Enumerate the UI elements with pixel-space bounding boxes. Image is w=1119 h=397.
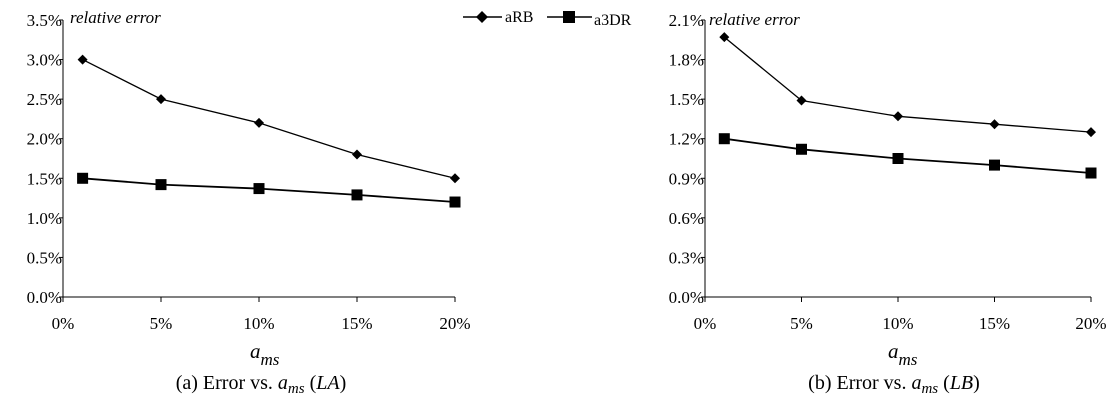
data-point-arb <box>1086 127 1096 138</box>
series-a3dr <box>718 133 1097 179</box>
data-point-a3dr <box>155 179 167 191</box>
y-tick-label: 1.5% <box>669 90 704 109</box>
legend-marker-arb <box>476 11 488 23</box>
y-axis-label: relative error <box>709 10 800 29</box>
caption-close: ) <box>973 372 980 394</box>
caption-prefix: (a) Error vs. <box>176 372 278 394</box>
caption-tag: LA <box>315 372 340 394</box>
y-tick-label: 3.5% <box>27 11 62 30</box>
data-point-a3dr <box>351 189 363 201</box>
y-tick-label: 0.0% <box>27 288 62 307</box>
series-arb <box>77 54 460 184</box>
caption-open: ( <box>938 372 950 394</box>
y-tick-label: 0.5% <box>27 248 62 267</box>
caption-sub: ms <box>921 381 938 397</box>
y-tick-label: 2.0% <box>27 130 62 149</box>
data-point-a3dr <box>253 183 265 195</box>
x-axis-label: ams <box>250 339 280 369</box>
y-tick-label: 0.9% <box>669 169 704 188</box>
caption-tag: LB <box>949 372 973 394</box>
y-tick-label: 1.5% <box>27 169 62 188</box>
y-tick-label: 3.0% <box>27 51 62 70</box>
y-tick-label: 2.5% <box>27 90 62 109</box>
data-point-arb <box>156 94 166 105</box>
series-a3dr <box>77 172 461 208</box>
y-tick-label: 1.8% <box>669 51 704 70</box>
legend-label-arb: aRB <box>505 9 533 26</box>
caption-prefix: (b) Error vs. <box>808 372 911 394</box>
series-arb <box>719 32 1096 138</box>
legend-item-arb: aRB <box>463 9 533 26</box>
data-point-arb <box>254 117 264 128</box>
data-point-arb <box>719 32 730 43</box>
x-tick-label: 20% <box>439 314 470 333</box>
y-tick-labels: 0.0% 0.3% 0.6% 0.9% 1.2% 1.5% 1.8% 2.1% <box>669 11 704 307</box>
x-axis-label-var: a <box>888 339 899 363</box>
y-tick-label: 1.0% <box>27 209 62 228</box>
data-point-a3dr <box>892 153 904 164</box>
chart-caption: (b) Error vs. ams (LB) <box>808 372 980 397</box>
x-axis-label-sub: ms <box>899 350 918 369</box>
data-point-arb <box>893 111 903 122</box>
caption-open: ( <box>305 372 317 394</box>
chart-caption: (a) Error vs. ams (LA) <box>176 372 347 397</box>
x-tick-label: 15% <box>979 314 1010 333</box>
axes <box>701 19 1092 302</box>
chart-panel-b: 0.0% 0.3% 0.6% 0.9% 1.2% 1.5% 1.8% 2.1% 0% 5% 10%… <box>669 10 1107 397</box>
chart-panel-a: 0.0% 0.5% 1.0% 1.5% 2.0% 2.5% 3.0% 3.5% 0% 5% 10%… <box>27 8 471 397</box>
y-tick-label: 1.2% <box>669 130 704 149</box>
x-tick-label: 10% <box>882 314 913 333</box>
series-group <box>77 54 461 208</box>
legend-marker-a3dr <box>563 11 575 23</box>
y-tick-label: 0.6% <box>669 209 704 228</box>
series-line-a3dr <box>82 177 456 203</box>
x-axis-label-sub: ms <box>261 350 280 369</box>
caption-var: a <box>911 372 921 394</box>
y-tick-label: 0.3% <box>669 248 704 267</box>
x-tick-labels: 0% 5% 10% 15% 20% <box>694 314 1107 333</box>
x-axis-label-var: a <box>250 339 261 363</box>
x-axis-label: ams <box>888 339 918 369</box>
y-tick-label: 2.1% <box>669 11 704 30</box>
data-point-a3dr <box>989 159 1000 171</box>
x-tick-label: 0% <box>694 314 717 333</box>
y-tick-labels: 0.0% 0.5% 1.0% 1.5% 2.0% 2.5% 3.0% 3.5% <box>27 11 62 307</box>
caption-sub: ms <box>288 381 305 397</box>
x-tick-label: 5% <box>150 314 173 333</box>
legend-label-a3dr: a3DR <box>594 12 632 29</box>
legend-item-a3dr: a3DR <box>547 11 632 29</box>
x-tick-label: 5% <box>790 314 813 333</box>
x-tick-label: 15% <box>341 314 372 333</box>
x-tick-label: 10% <box>243 314 274 333</box>
legend: aRB a3DR <box>463 9 632 29</box>
x-tick-labels: 0% 5% 10% 15% 20% <box>52 314 471 333</box>
series-line-a3dr <box>724 137 1092 174</box>
series-line-arb <box>723 36 1092 133</box>
data-point-a3dr <box>449 196 461 208</box>
y-axis-label: relative error <box>70 8 161 27</box>
data-point-a3dr <box>77 172 89 184</box>
caption-var: a <box>278 372 288 394</box>
x-tick-label: 20% <box>1075 314 1106 333</box>
series-line-arb <box>82 59 456 179</box>
data-point-a3dr <box>796 143 807 155</box>
caption-close: ) <box>340 372 347 394</box>
series-group <box>718 32 1097 179</box>
data-point-a3dr <box>718 133 730 145</box>
y-tick-label: 0.0% <box>669 288 704 307</box>
x-tick-label: 0% <box>52 314 75 333</box>
data-point-arb <box>352 149 362 160</box>
data-point-arb <box>77 54 88 65</box>
axes <box>59 19 456 302</box>
data-point-arb <box>796 95 807 106</box>
data-point-arb <box>450 173 460 184</box>
data-point-a3dr <box>1085 167 1097 179</box>
data-point-arb <box>989 119 1000 130</box>
